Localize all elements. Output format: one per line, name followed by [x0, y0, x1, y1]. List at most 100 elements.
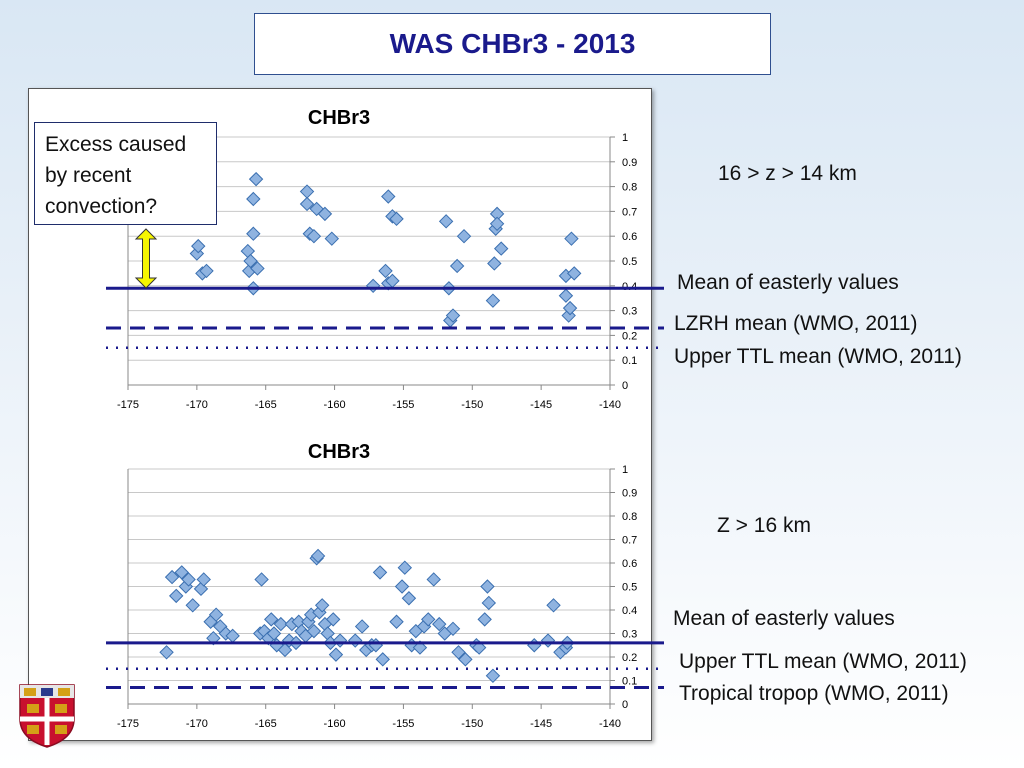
data-point — [168, 588, 184, 604]
data-point — [397, 560, 413, 575]
data-point — [365, 278, 381, 294]
x-tick-label: -140 — [599, 399, 621, 411]
data-point — [372, 565, 388, 580]
data-point — [485, 293, 501, 308]
y-tick-label: 0.6 — [622, 231, 637, 243]
y-tick-label: 0.2 — [622, 330, 637, 342]
x-tick-label: -160 — [324, 399, 346, 411]
data-point — [558, 288, 574, 303]
data-point — [477, 612, 492, 627]
x-tick-label: -145 — [530, 718, 552, 730]
data-point — [273, 616, 289, 632]
bottom-tropopause-label: Tropical tropop (WMO, 2011) — [679, 682, 949, 705]
data-point — [174, 565, 189, 580]
data-point — [546, 598, 561, 613]
y-tick-label: 1 — [622, 464, 628, 476]
y-tick-label: 0.8 — [622, 182, 637, 194]
y-tick-label: 1 — [622, 132, 628, 144]
data-point — [485, 668, 501, 684]
y-tick-label: 0.1 — [622, 355, 637, 367]
data-point — [458, 652, 473, 667]
data-point — [381, 189, 396, 204]
x-tick-label: -170 — [186, 399, 208, 411]
y-tick-label: 0.9 — [622, 488, 637, 500]
data-point — [445, 621, 461, 637]
x-tick-label: -175 — [117, 399, 139, 411]
data-point — [181, 572, 196, 587]
data-point — [248, 171, 264, 187]
chart-panel — [28, 88, 652, 741]
y-tick-label: 0.9 — [622, 157, 637, 169]
data-point — [191, 238, 206, 254]
data-point — [456, 228, 472, 244]
slide-title: WAS CHBr3 - 2013 — [389, 28, 636, 59]
university-crest-icon — [19, 684, 75, 748]
data-point — [199, 263, 214, 279]
data-point — [566, 266, 582, 281]
bottom-mean-label: Mean of easterly values — [673, 607, 895, 630]
callout-box: Excess caused by recent convection? — [34, 122, 217, 225]
x-tick-label: -145 — [530, 399, 552, 411]
data-point — [375, 652, 390, 667]
top-altitude-label: 16 > z > 14 km — [718, 162, 857, 185]
data-point — [306, 623, 322, 639]
data-point — [328, 647, 344, 662]
data-point — [481, 595, 497, 611]
x-tick-label: -170 — [186, 718, 208, 730]
data-point — [438, 214, 454, 229]
y-tick-label: 0.3 — [622, 629, 637, 641]
y-tick-label: 0.5 — [622, 256, 637, 268]
x-tick-label: -165 — [255, 399, 277, 411]
data-point — [314, 598, 330, 613]
x-tick-label: -160 — [324, 718, 346, 730]
data-point — [540, 633, 556, 648]
bottom-altitude-label: Z > 16 km — [717, 514, 811, 537]
data-point — [325, 612, 341, 627]
data-point — [354, 619, 370, 634]
data-point — [389, 614, 404, 629]
data-point — [254, 572, 269, 587]
y-tick-label: 0.2 — [622, 652, 637, 664]
chart-title: CHBr3 — [308, 441, 370, 463]
y-tick-label: 0.7 — [622, 535, 637, 547]
x-tick-label: -165 — [255, 718, 277, 730]
y-tick-label: 0.6 — [622, 558, 637, 570]
data-point — [246, 226, 261, 241]
y-tick-label: 0.4 — [622, 605, 637, 617]
data-point — [449, 258, 465, 274]
y-tick-label: 0.7 — [622, 206, 637, 218]
x-tick-label: -150 — [461, 399, 483, 411]
double-arrow-icon — [134, 228, 158, 289]
data-point — [266, 626, 282, 641]
y-tick-label: 0 — [622, 699, 628, 711]
data-point — [299, 196, 315, 212]
bottom-upper-ttl-label: Upper TTL mean (WMO, 2011) — [679, 650, 967, 673]
slide-title-box: WAS CHBr3 - 2013 — [254, 13, 771, 75]
x-tick-label: -155 — [392, 399, 414, 411]
data-point — [324, 231, 340, 246]
data-point — [421, 612, 436, 627]
data-point — [389, 211, 404, 227]
data-point — [264, 612, 279, 627]
top-upper-ttl-label: Upper TTL mean (WMO, 2011) — [674, 345, 962, 368]
data-point — [432, 616, 447, 632]
y-tick-label: 0 — [622, 380, 628, 392]
data-point — [332, 633, 348, 648]
data-point — [451, 645, 466, 660]
data-point — [243, 253, 258, 269]
data-point — [445, 308, 461, 323]
data-point — [196, 572, 211, 587]
data-point — [159, 645, 174, 660]
data-point — [401, 591, 417, 606]
y-tick-label: 0.8 — [622, 511, 637, 523]
top-lzrh-label: LZRH mean (WMO, 2011) — [674, 312, 918, 335]
top-mean-label: Mean of easterly values — [677, 271, 899, 294]
x-tick-label: -175 — [117, 718, 139, 730]
data-point — [394, 579, 410, 594]
data-point — [185, 598, 200, 613]
data-point — [562, 300, 578, 316]
data-point — [493, 241, 509, 256]
data-point — [250, 261, 265, 276]
data-point — [564, 231, 579, 246]
